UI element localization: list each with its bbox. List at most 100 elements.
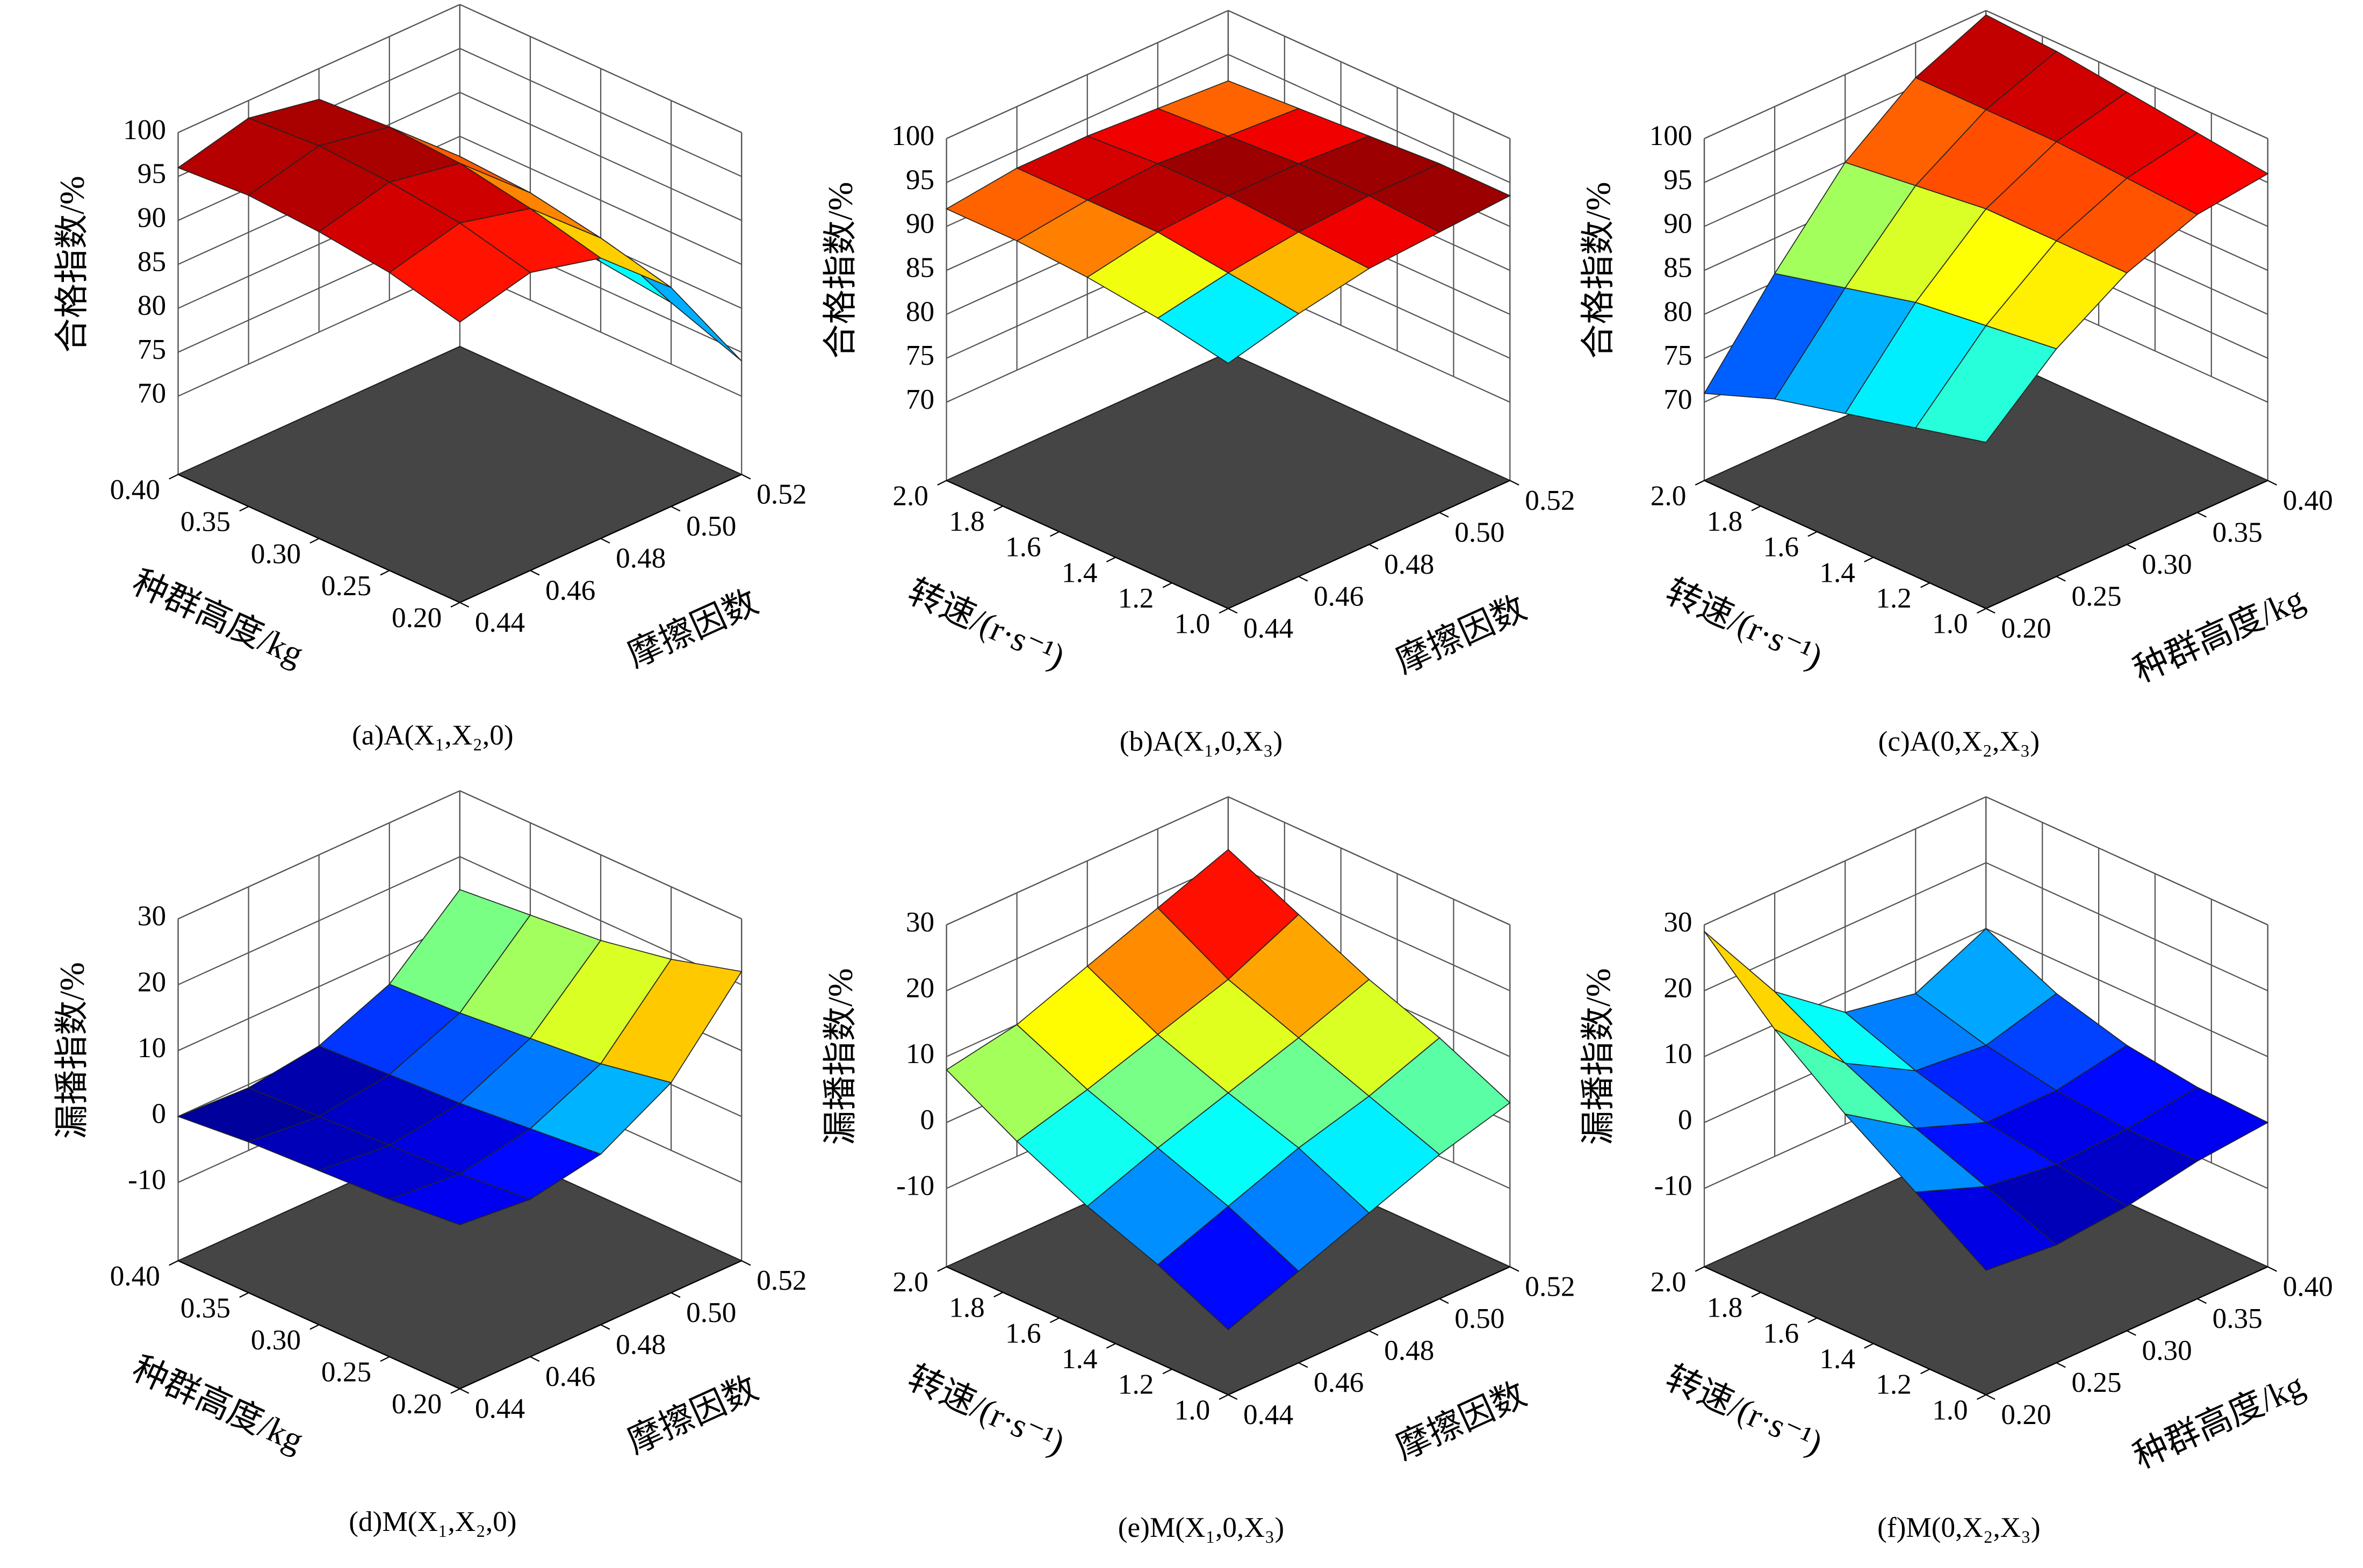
z-tick-label: 0: [920, 1104, 934, 1136]
y-tick-label: 0.50: [686, 510, 736, 542]
y-tick-label: 0.48: [1384, 1335, 1434, 1367]
z-tick-label: 85: [1663, 252, 1692, 284]
y-tick-label: 0.40: [2283, 1270, 2333, 1302]
x-tick: [937, 1266, 947, 1272]
surface-patch: [388, 222, 531, 323]
z-tick-label: 100: [891, 120, 934, 151]
surface-patch: [1157, 272, 1300, 364]
y-axis-title: 摩擦因数: [1390, 589, 1532, 681]
z-tick-label: 100: [123, 114, 166, 146]
surface-patch: [1914, 1186, 2058, 1271]
y-tick-label: 0.40: [2283, 485, 2333, 516]
caption: (b)A(X₁,0,X₃): [1120, 725, 1283, 757]
y-tick: [671, 505, 681, 512]
y-tick-label: 0.44: [475, 1393, 525, 1425]
y-tick-label: 0.20: [2001, 1399, 2051, 1430]
axis-edge: [946, 480, 1229, 609]
z-tick-label: 90: [906, 208, 934, 240]
axis-edge: [1704, 1266, 1986, 1396]
x-tick: [1162, 1368, 1172, 1375]
z-tick-label: 100: [1649, 120, 1692, 151]
x-tick-label: 1.0: [1932, 608, 1968, 640]
x-tick-label: 0.30: [251, 538, 301, 569]
x-tick-label: 0.35: [181, 1292, 230, 1324]
caption: (c)A(0,X₂,X₃): [1878, 725, 2040, 757]
x-tick-label: 1.2: [1876, 582, 1912, 614]
x-tick: [1920, 1368, 1930, 1375]
y-axis-title: 摩擦因数: [622, 1369, 763, 1461]
z-tick-label: 85: [906, 252, 934, 284]
y-tick-label: 0.52: [757, 1264, 806, 1296]
z-grid-line: [1985, 796, 2268, 926]
x-tick-label: 2.0: [1651, 480, 1687, 511]
y-tick-label: 0.48: [616, 543, 666, 574]
y-tick: [530, 1356, 540, 1362]
z-grid-line: [1985, 862, 2268, 992]
z-tick-label: 20: [1663, 972, 1692, 1004]
x-tick: [1162, 582, 1172, 588]
z-tick-label: 0: [152, 1098, 166, 1130]
z-tick-label: 95: [1663, 164, 1692, 196]
z-tick-label: 70: [1663, 384, 1692, 415]
z-tick-label: 30: [1663, 906, 1692, 938]
z-tick-label: 80: [1663, 295, 1692, 327]
x-tick-label: 1.8: [949, 505, 985, 537]
y-tick-label: 0.50: [686, 1297, 736, 1328]
z-tick-label: 75: [1663, 339, 1692, 371]
x-tick-label: 1.0: [1175, 1394, 1211, 1426]
z-axis-title: 合格指数/%: [53, 176, 91, 353]
y-tick: [741, 474, 751, 480]
z-tick-label: 75: [138, 334, 166, 365]
x-tick-label: 1.0: [1175, 608, 1211, 640]
x-tick: [1049, 1317, 1060, 1323]
y-tick-label: 0.48: [616, 1328, 666, 1360]
z-grid-line: [1228, 796, 1510, 926]
y-tick-label: 0.25: [2071, 581, 2121, 612]
z-tick-label: 70: [906, 384, 934, 415]
y-tick: [459, 1388, 470, 1394]
y-tick: [600, 1324, 610, 1330]
y-axis-title: 摩擦因数: [622, 583, 763, 675]
z-tick-label: -10: [128, 1164, 166, 1195]
x-tick: [169, 1260, 179, 1266]
z-tick-label: 95: [138, 158, 166, 190]
x-tick: [1751, 1291, 1761, 1298]
y-axis-title: 摩擦因数: [1390, 1375, 1532, 1466]
x-tick: [993, 505, 1003, 511]
x-tick: [450, 1388, 460, 1394]
y-tick-label: 0.50: [1454, 1303, 1504, 1334]
y-tick: [459, 602, 470, 608]
y-tick: [1298, 1362, 1308, 1368]
z-tick-label: 95: [906, 164, 934, 196]
z-axis-title: 漏播指数/%: [1579, 968, 1617, 1145]
x-tick: [309, 1324, 320, 1330]
y-tick-label: 0.52: [757, 479, 806, 510]
x-tick-label: 0.25: [321, 1356, 371, 1388]
y-tick: [671, 1292, 681, 1298]
caption: (e)M(X₁,0,X₃): [1118, 1512, 1284, 1543]
z-axis-title: 漏播指数/%: [53, 962, 91, 1139]
y-tick-label: 0.44: [1243, 612, 1293, 644]
x-tick-label: 1.2: [1876, 1369, 1912, 1400]
x-axis-title: 种群高度/kg: [127, 563, 309, 673]
x-tick: [1977, 1394, 1986, 1400]
z-tick-label: 30: [138, 900, 166, 932]
x-tick-label: 1.8: [1707, 1292, 1743, 1324]
caption: (d)M(X₁,X₂,0): [349, 1506, 516, 1537]
z-grid-line: [1985, 10, 2268, 139]
z-tick-label: 90: [138, 202, 166, 234]
z-tick-label: 85: [138, 245, 166, 277]
x-tick: [169, 474, 179, 480]
z-axis-title: 合格指数/%: [822, 182, 860, 359]
x-tick: [450, 602, 460, 608]
x-tick: [1049, 531, 1060, 537]
x-axis-title: 种群高度/kg: [127, 1349, 309, 1459]
z-tick-label: 10: [138, 1032, 166, 1064]
y-tick: [1368, 1330, 1379, 1336]
x-tick-label: 1.2: [1118, 1369, 1154, 1400]
y-axis-title: 种群高度/kg: [2128, 1365, 2310, 1476]
z-tick-label: 20: [138, 966, 166, 998]
y-tick: [1368, 544, 1379, 550]
y-tick-label: 0.52: [1525, 485, 1575, 516]
z-grid-line: [1985, 928, 2268, 1058]
